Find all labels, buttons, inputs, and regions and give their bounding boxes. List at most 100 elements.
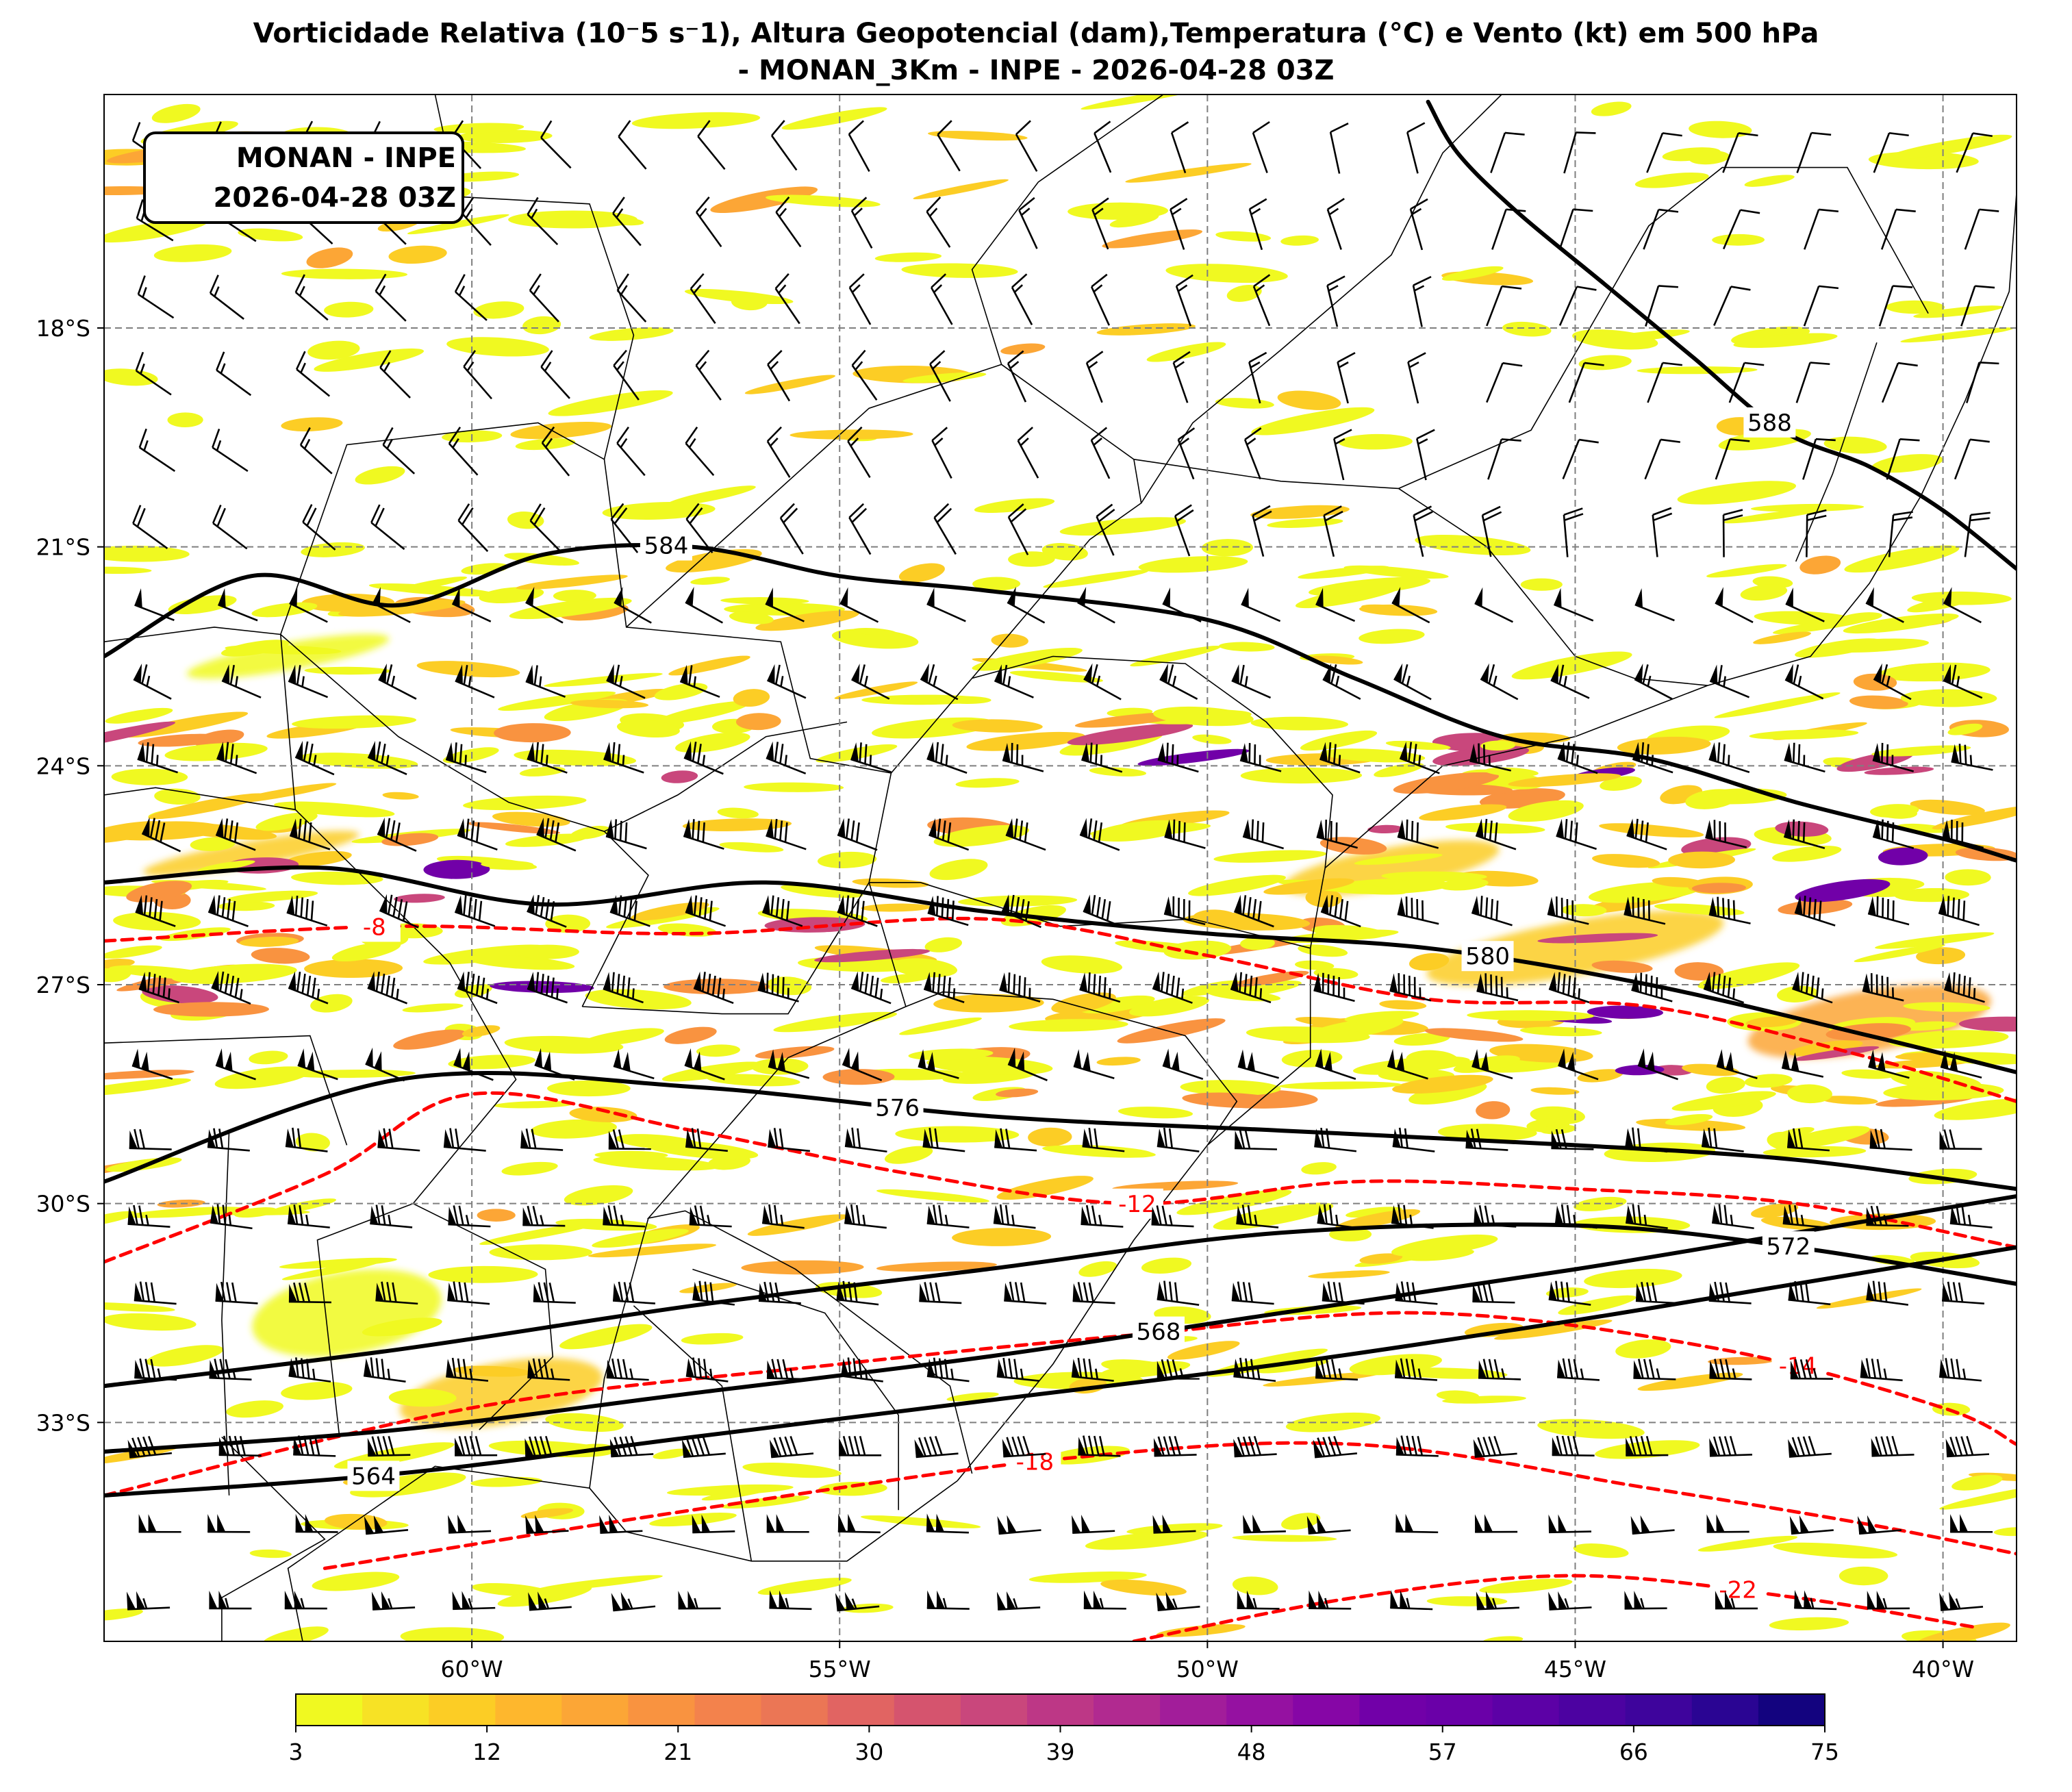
wind-barb [609, 1435, 654, 1458]
wind-barb [443, 1128, 486, 1152]
colorbar-tick-label: 30 [855, 1739, 883, 1765]
map-frame [103, 94, 2017, 1642]
wind-barb [1789, 1515, 1834, 1535]
wind-barb [133, 664, 172, 700]
wind-barb [1234, 1128, 1278, 1150]
wind-barb [212, 428, 249, 472]
wind-barb [1079, 972, 1121, 1003]
wind-barb [1558, 1048, 1599, 1081]
colorbar-tick-label: 57 [1428, 1739, 1457, 1765]
wind-barb [1314, 1127, 1357, 1152]
wind-barb [1391, 587, 1430, 624]
wind-barb [1551, 1128, 1594, 1150]
colorbar-cell [1758, 1694, 1825, 1726]
wind-barb [209, 1590, 252, 1610]
wind-barb [697, 120, 726, 171]
wind-barb [375, 273, 407, 322]
wind-barb [848, 273, 872, 325]
wind-barb [1643, 208, 1679, 250]
wind-barb [1563, 507, 1584, 557]
wind-barb [1170, 198, 1188, 250]
wind-barb [1389, 973, 1432, 1002]
wind-barb [447, 1281, 490, 1305]
wind-barb [1806, 509, 1827, 557]
wind-barb [1554, 1204, 1597, 1229]
wind-barb [1083, 1590, 1126, 1610]
wind-barb [367, 740, 407, 776]
wind-barb [1465, 1128, 1508, 1151]
wind-barb [1548, 972, 1590, 1004]
wind-barb [1237, 1590, 1280, 1610]
wind-barb [288, 664, 329, 698]
wind-barb [1313, 972, 1355, 1002]
wind-barb [1326, 198, 1345, 250]
wind-barb [1784, 742, 1825, 773]
wind-barb [1082, 1127, 1125, 1152]
wind-barb [127, 1204, 170, 1228]
wind-barb [1407, 352, 1426, 404]
wind-barb [1939, 1129, 1982, 1150]
wind-barb [1237, 1049, 1279, 1079]
wind-barb [540, 120, 572, 169]
wind-barb [1474, 1204, 1517, 1228]
wind-barb [996, 1591, 1041, 1611]
colorbar-cell [1027, 1694, 1094, 1726]
wind-barb [370, 1204, 413, 1228]
colorbar-cell [1359, 1694, 1427, 1726]
wind-barb [1790, 1359, 1833, 1380]
wind-barb [1476, 1591, 1519, 1611]
wind-barb [1804, 208, 1839, 250]
wind-barb [1949, 1204, 1993, 1228]
wind-barb [1157, 1127, 1200, 1152]
wind-barb [1162, 1048, 1204, 1081]
wind-barb [1951, 744, 1993, 771]
longitude-tick-label: 60°W [441, 1656, 503, 1682]
wind-barb [1239, 743, 1282, 772]
wind-barb [685, 895, 727, 927]
wind-barb [1872, 819, 1915, 849]
wind-barb [520, 1128, 564, 1151]
wind-barb [1309, 1590, 1352, 1610]
wind-barb [1866, 1205, 1909, 1227]
wind-barb [1473, 1435, 1517, 1459]
latitude-tick-label: 24°S [36, 753, 90, 779]
wind-barb [926, 742, 968, 774]
wind-barb [1950, 1514, 1993, 1533]
wind-barb [690, 273, 716, 325]
wind-barb [286, 895, 328, 926]
wind-barb [616, 273, 647, 323]
wind-barb [1252, 274, 1271, 327]
political-borders [104, 94, 2017, 1641]
latitude-tick-label: 21°S [36, 534, 90, 561]
wind-barb [1474, 1514, 1518, 1533]
wind-barb [1631, 972, 1673, 1002]
wind-barb [1152, 971, 1193, 1004]
wind-barb [919, 1282, 962, 1304]
wind-barb [758, 1281, 801, 1304]
wind-barb [365, 1047, 405, 1082]
wind-barb [681, 1435, 726, 1459]
wind-barb [1326, 275, 1345, 327]
wind-barb [215, 1281, 258, 1304]
wind-barb [1406, 122, 1426, 174]
wind-barb [375, 1281, 418, 1305]
wind-barb [207, 1128, 250, 1152]
wind-barb [452, 1591, 496, 1611]
wind-barb [685, 503, 713, 554]
colorbar-cell [827, 1694, 895, 1726]
wind-barb [1322, 663, 1361, 701]
latitude-tick-label: 18°S [36, 315, 90, 342]
wind-barb [372, 587, 411, 623]
wind-barb [1391, 1204, 1434, 1229]
wind-barb [137, 742, 179, 774]
wind-barb [1705, 820, 1747, 848]
wind-barb [1941, 1281, 1985, 1305]
wind-barb [1712, 1204, 1754, 1230]
wind-barb [1395, 1435, 1439, 1457]
info-box-frame [143, 131, 464, 224]
wind-barb [1785, 588, 1825, 622]
geopotential-contour-572 [104, 1222, 2017, 1389]
wind-barb [1317, 1204, 1360, 1229]
wind-barb [1320, 894, 1361, 928]
wind-barb [294, 740, 335, 776]
